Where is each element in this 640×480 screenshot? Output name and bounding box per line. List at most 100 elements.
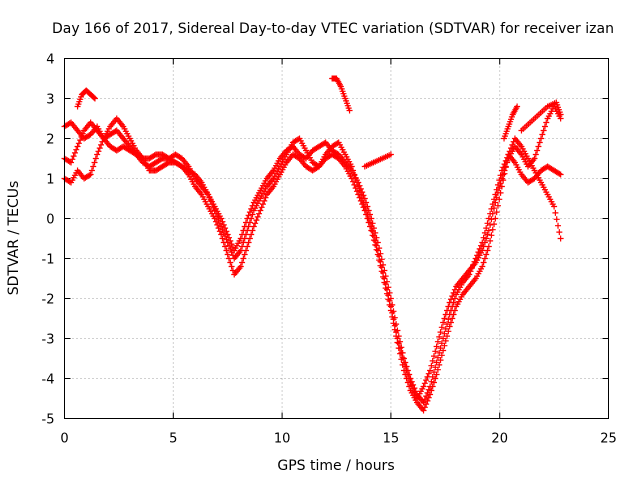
data-point (363, 207, 370, 214)
data-point (447, 296, 454, 303)
data-point (380, 269, 387, 276)
data-point (262, 194, 269, 201)
y-tick-label: 1 (46, 173, 54, 188)
data-point (491, 205, 498, 212)
data-point (99, 138, 106, 145)
data-point (368, 223, 375, 230)
data-point (440, 347, 447, 354)
data-point (436, 333, 443, 340)
data-point (91, 94, 98, 101)
data-point (432, 348, 439, 355)
data-point (444, 333, 451, 340)
data-point (244, 227, 251, 234)
data-point (86, 172, 93, 179)
data-point (429, 357, 436, 364)
data-point (321, 140, 328, 147)
data-point (437, 329, 444, 336)
data-point (427, 391, 434, 398)
data-point (90, 163, 97, 170)
data-point (494, 202, 501, 209)
data-point (361, 203, 368, 210)
data-point (87, 171, 94, 178)
data-point (433, 343, 440, 350)
data-point (256, 210, 263, 217)
data-point (477, 242, 484, 249)
data-point (389, 309, 396, 316)
data-point (314, 164, 321, 171)
data-point (71, 149, 78, 156)
data-point (440, 319, 447, 326)
data-point (451, 307, 458, 314)
series-1 (61, 119, 564, 414)
data-point (351, 171, 358, 178)
data-point (421, 380, 428, 387)
data-point (348, 163, 355, 170)
y-tick-label: -3 (42, 333, 55, 348)
data-point (445, 328, 452, 335)
data-point (360, 192, 367, 199)
data-point (425, 386, 432, 393)
data-point (445, 316, 452, 323)
data-point (78, 133, 85, 140)
data-point (493, 209, 500, 216)
data-point (491, 221, 498, 228)
plot-frame (64, 58, 609, 419)
data-point (369, 220, 376, 227)
data-point (430, 379, 437, 386)
data-point (211, 215, 218, 222)
data-point (239, 259, 246, 266)
data-point (245, 223, 252, 230)
data-point (378, 264, 385, 271)
data-point (158, 156, 165, 163)
data-point (96, 145, 103, 152)
data-point (353, 188, 360, 195)
data-point (398, 349, 405, 356)
data-point (434, 366, 441, 373)
y-tick-label: -5 (42, 413, 55, 428)
x-tick-labels: 0 5 10 15 20 25 (60, 432, 616, 447)
data-point (360, 199, 367, 206)
data-point (391, 322, 398, 329)
data-point (420, 383, 427, 390)
data-point (488, 232, 495, 239)
data-point (402, 363, 409, 370)
data-point (428, 362, 435, 369)
data-point (557, 171, 564, 178)
data-point (407, 379, 414, 386)
data-point (352, 175, 359, 182)
data-point (481, 239, 488, 246)
data-point (220, 239, 227, 246)
data-point (438, 324, 445, 331)
data-point (355, 183, 362, 190)
data-point (410, 385, 417, 392)
data-point (253, 217, 260, 224)
data-point (412, 392, 419, 399)
data-point (446, 323, 453, 330)
data-point (427, 367, 434, 374)
data-point (479, 247, 486, 254)
data-point (206, 194, 213, 201)
data-point (245, 212, 252, 219)
data-point (249, 211, 256, 218)
data-point (538, 135, 545, 142)
data-point (218, 231, 225, 238)
data-point (504, 159, 511, 166)
data-point (70, 153, 77, 160)
data-point (356, 187, 363, 194)
y-tick-labels: -5 -4 -3 -2 -1 0 1 2 3 4 (42, 53, 55, 428)
data-point (223, 247, 230, 254)
data-point (494, 189, 501, 196)
data-point (386, 297, 393, 304)
data-point (398, 344, 405, 351)
data-point (207, 197, 214, 204)
data-point (447, 319, 454, 326)
data-point (441, 342, 448, 349)
data-point (487, 221, 494, 228)
data-point (451, 286, 458, 293)
data-point (68, 159, 75, 166)
data-point (393, 329, 400, 336)
data-point (387, 303, 394, 310)
data-point (223, 236, 230, 243)
data-point (387, 151, 394, 158)
data-point (492, 199, 499, 206)
